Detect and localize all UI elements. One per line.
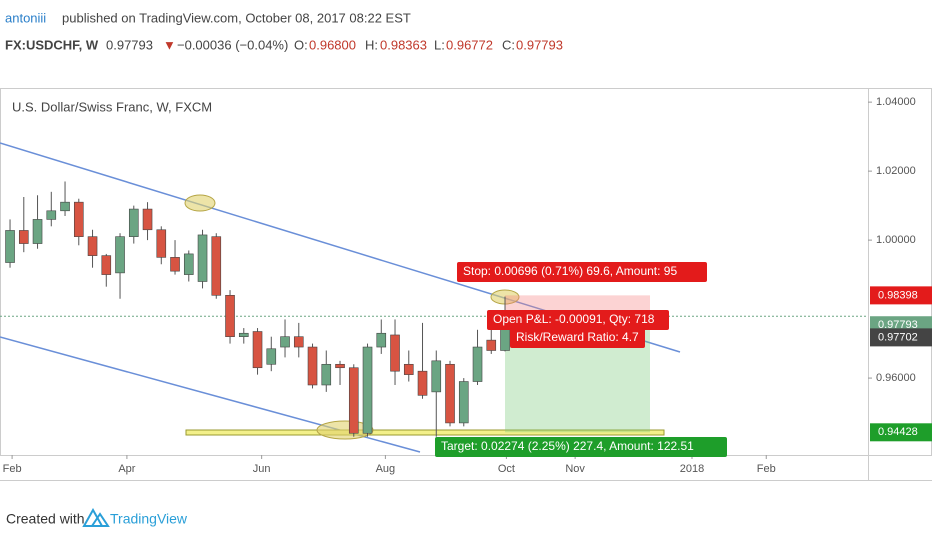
x-tick-label: Apr (118, 463, 135, 475)
candle-body (417, 370, 428, 396)
y-tick-label: 1.04000 (876, 96, 916, 108)
open-value: 0.96800 (309, 37, 356, 52)
candle-body (46, 210, 57, 220)
high-label: H: (365, 37, 378, 52)
candle-body (458, 381, 469, 424)
rr-label: Risk/Reward Ratio: 4.7 (516, 330, 639, 344)
x-tick-label: Oct (498, 463, 515, 475)
candle-body (238, 332, 249, 337)
candle-body (32, 219, 43, 244)
touch-ellipse (184, 194, 216, 212)
candle-body (5, 230, 15, 263)
candle-body (266, 348, 277, 365)
low-value: 0.96772 (446, 37, 493, 52)
y-tick-label: 1.02000 (876, 165, 916, 177)
high-value: 0.98363 (380, 37, 427, 52)
symbol: FX:USDCHF, W (5, 37, 99, 52)
candle-body (280, 336, 290, 348)
close-label: C: (502, 37, 515, 52)
candle-body (431, 360, 442, 393)
price-label: 0.94428 (878, 426, 918, 438)
candle-body (362, 346, 373, 434)
pnl-label-bg (487, 310, 669, 330)
header: antoniii published on TradingView.com, O… (5, 10, 563, 52)
candle-body (101, 255, 112, 275)
chart-title: U.S. Dollar/Swiss Franc, W, FXCM (12, 99, 212, 114)
author[interactable]: antoniii (5, 10, 46, 25)
candle-body (170, 257, 180, 272)
candle-body (87, 236, 98, 256)
candle-body (335, 363, 345, 369)
candle-body (197, 234, 208, 282)
candle-body (73, 201, 84, 237)
x-tick-label: Feb (3, 463, 22, 475)
x-tick-label: Feb (757, 463, 776, 475)
open-label: O: (294, 37, 308, 52)
candle-body (225, 294, 235, 337)
candle-body (252, 331, 263, 369)
candle-body (486, 339, 497, 351)
pnl-label: Open P&L: -0.00091, Qty: 718 (493, 312, 655, 326)
candle-body (18, 230, 29, 244)
candle-body (115, 236, 125, 274)
touch-ellipse (316, 420, 374, 440)
y-tick-label: 0.96000 (876, 372, 916, 384)
price-label-bg (870, 328, 932, 347)
candle-body (321, 363, 332, 386)
candle-body (211, 236, 222, 296)
candle-body (376, 332, 387, 348)
stop-label: Stop: 0.00696 (0.71%) 69.6, Amount: 95 (463, 264, 677, 278)
published: published on TradingView.com, October 08… (62, 10, 411, 25)
candle-body (142, 208, 153, 231)
close-value: 0.97793 (516, 37, 563, 52)
y-tick-label: 1.00000 (876, 234, 916, 246)
x-tick-label: Nov (565, 463, 585, 475)
candle-body (293, 336, 304, 348)
candle-body (403, 363, 414, 375)
change: −0.00036 (−0.04%) (177, 37, 288, 52)
candle-body (390, 334, 400, 372)
change-arrow: ▼ (163, 37, 176, 52)
footer: Created with TradingView (6, 507, 188, 527)
target-label: Target: 0.02274 (2.25%) 227.4, Amount: 1… (441, 439, 694, 453)
plot: 0.96000 1.00000 1.02000 1.04000 Feb Apr Jun Aug… (0, 96, 932, 475)
candle-body (307, 346, 318, 386)
low-label: L: (434, 37, 445, 52)
target-label-bg (435, 437, 727, 457)
last-price: 0.97793 (106, 37, 153, 52)
x-tick-label: Aug (376, 463, 396, 475)
brand[interactable]: TradingView (110, 511, 188, 527)
price-label-bg (870, 423, 932, 442)
logo (82, 507, 110, 527)
candle-body (183, 253, 194, 275)
candle-body (472, 346, 483, 382)
candle-body (445, 363, 455, 424)
x-tick-label: 2018 (680, 463, 704, 475)
candle-body (348, 367, 359, 434)
rr-label-bg (510, 328, 645, 348)
candle-body (60, 201, 70, 212)
price-label-bg (870, 286, 932, 305)
candle-body (156, 229, 167, 258)
candle-body (128, 208, 139, 237)
support-line (185, 429, 665, 436)
created-with: Created with (6, 511, 85, 527)
x-tick-label: Jun (253, 463, 271, 475)
price-label: 0.98398 (878, 289, 918, 301)
stop-label-bg (457, 262, 707, 282)
price-label: 0.97793 (878, 319, 918, 331)
price-label: 0.97702 (878, 331, 918, 343)
